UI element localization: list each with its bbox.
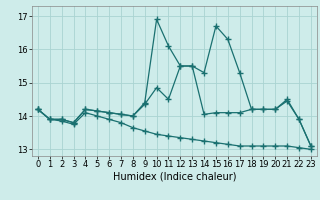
X-axis label: Humidex (Indice chaleur): Humidex (Indice chaleur) bbox=[113, 172, 236, 182]
